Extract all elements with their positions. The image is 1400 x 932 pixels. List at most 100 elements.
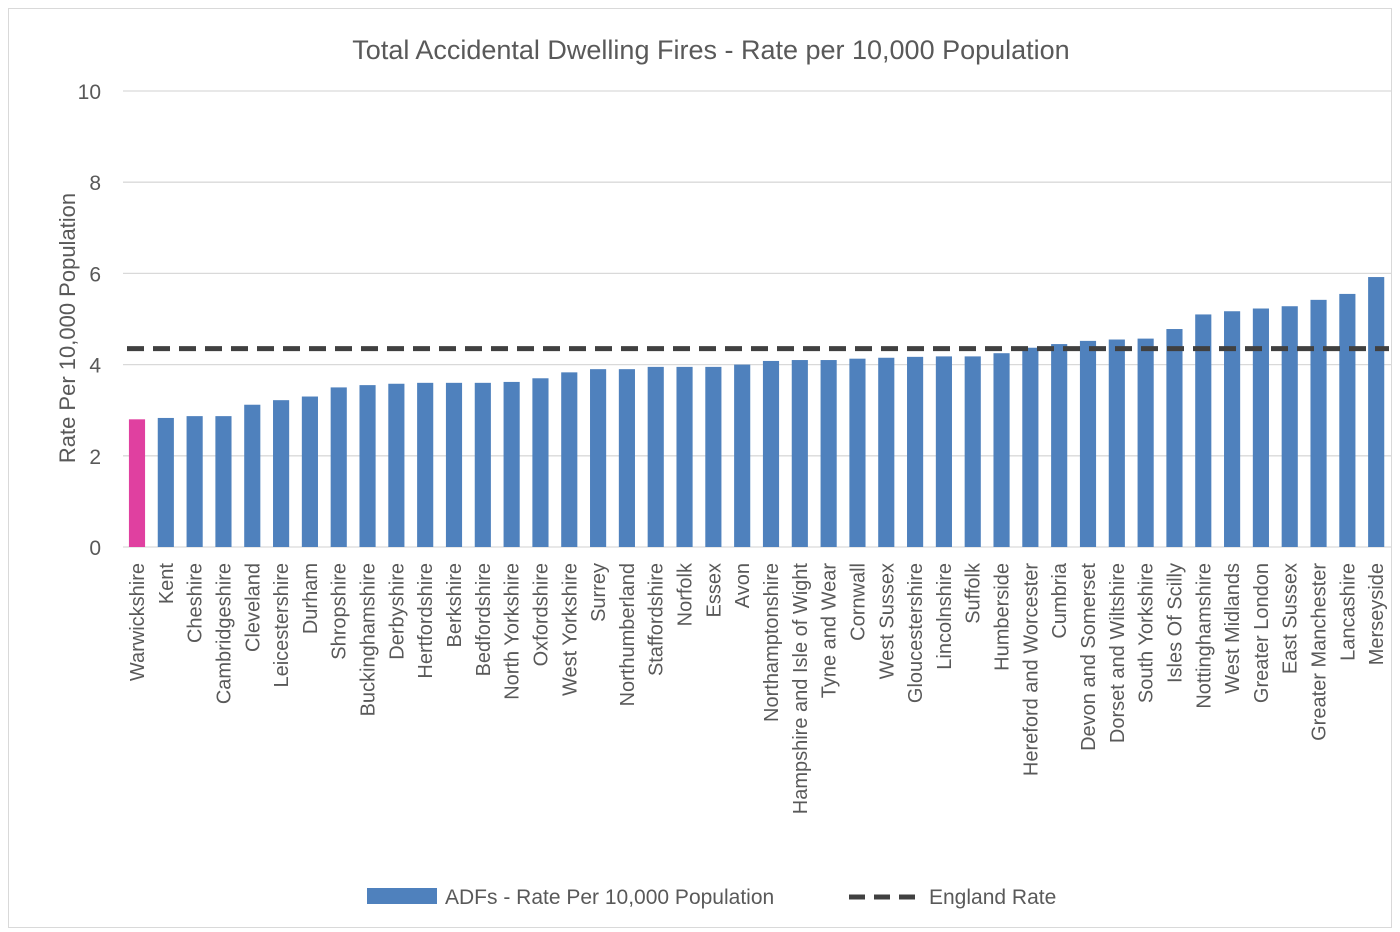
legend-label-england-rate: England Rate: [929, 886, 1056, 909]
y-axis-label: Rate Per 10,000 Population: [55, 193, 80, 463]
x-tick-label: Dorset and Wiltshire: [1107, 563, 1129, 743]
bar-durham: [301, 396, 318, 547]
x-tick-label: Suffolk: [963, 562, 985, 624]
x-tick-label: Nottinghamshire: [1193, 563, 1215, 709]
bar-devon-and-somerset: [1079, 340, 1097, 547]
bar-dorset-and-wiltshire: [1108, 339, 1125, 547]
x-tick-label: Avon: [732, 563, 754, 608]
x-tick-label: Greater London: [1251, 563, 1273, 703]
bars: [128, 277, 1385, 547]
y-tick-label: 10: [78, 81, 101, 104]
bar-cambridgeshire: [215, 416, 232, 547]
x-tick-label: Hertfordshire: [415, 563, 437, 679]
x-tick-label: South Yorkshire: [1136, 563, 1158, 703]
x-tick-label: East Sussex: [1280, 563, 1302, 674]
legend-label-adfs: ADFs - Rate Per 10,000 Population: [445, 886, 774, 909]
bar-west-midlands: [1224, 311, 1241, 547]
y-ticks: 0 2 4 6 8 10: [78, 81, 102, 560]
bar-suffolk: [964, 356, 981, 547]
x-tick-label: Humberside: [992, 563, 1014, 671]
x-tick-label: Merseyside: [1366, 563, 1388, 665]
x-tick-label: Surrey: [588, 563, 610, 622]
chart-svg: Total Accidental Dwelling Fires - Rate p…: [55, 35, 1391, 909]
x-tick-label: Kent: [156, 563, 178, 605]
bar-nottinghamshire: [1195, 314, 1212, 547]
x-tick-label: Norfolk: [675, 562, 697, 626]
bar-northamptonshire: [762, 360, 780, 547]
bar-cumbria: [1051, 344, 1068, 547]
legend-swatch-adfs: [367, 888, 437, 904]
bar-hertfordshire: [417, 382, 434, 547]
bar-staffordshire: [647, 366, 664, 547]
bar-warwickshire: [128, 419, 146, 547]
x-tick-label: Berkshire: [444, 563, 466, 647]
y-tick-label: 0: [89, 537, 101, 560]
x-tick-label: Derbyshire: [386, 563, 408, 660]
bar-hereford-and-worcester: [1022, 347, 1039, 547]
bar-gloucestershire: [907, 356, 924, 547]
bar-west-yorkshire: [561, 372, 578, 547]
x-tick-label: Cumbria: [1049, 562, 1071, 638]
x-tick-label: Warwickshire: [127, 563, 149, 681]
bar-northumberland: [618, 369, 635, 547]
x-tick-label: Isles Of Scilly: [1164, 563, 1186, 683]
x-tick-label: Oxfordshire: [530, 563, 552, 666]
x-tick-label: Gloucestershire: [905, 563, 927, 703]
bar-west-sussex: [878, 357, 895, 547]
bar-essex: [705, 366, 722, 547]
bar-leicestershire: [273, 400, 290, 547]
x-tick-label: Durham: [300, 563, 322, 634]
x-tick-label: West Midlands: [1222, 563, 1244, 694]
chart-frame: Total Accidental Dwelling Fires - Rate p…: [8, 8, 1392, 928]
x-tick-label: Essex: [703, 563, 725, 617]
bar-merseyside: [1368, 277, 1385, 547]
bar-buckinghamshire: [359, 385, 376, 547]
x-tick-label: Bedfordshire: [473, 563, 495, 676]
y-tick-label: 6: [89, 263, 101, 286]
legend: ADFs - Rate Per 10,000 Population Englan…: [367, 886, 1056, 909]
x-tick-label: West Sussex: [876, 563, 898, 679]
x-tick-label: Lancashire: [1337, 563, 1359, 661]
bar-derbyshire: [388, 383, 405, 547]
bar-lincolnshire: [935, 356, 952, 547]
bar-hampshire-and-isle-of-wight: [791, 360, 808, 547]
bar-oxfordshire: [532, 378, 549, 547]
bar-north-yorkshire: [503, 381, 520, 547]
x-tick-label: Northamptonshire: [761, 563, 783, 722]
bar-surrey: [590, 369, 607, 547]
bar-kent: [157, 417, 174, 547]
bar-cheshire: [186, 416, 203, 547]
x-tick-label: Lincolnshire: [934, 563, 956, 670]
x-tick-label: Hereford and Worcester: [1020, 563, 1042, 776]
x-tick-label: Devon and Somerset: [1078, 563, 1100, 751]
bar-bedfordshire: [474, 382, 491, 547]
bar-greater-manchester: [1310, 299, 1327, 547]
x-tick-label: Buckinghamshire: [358, 563, 380, 716]
x-tick-label: Tyne and Wear: [819, 563, 841, 699]
x-tick-label: Cambridgeshire: [213, 563, 235, 704]
x-tick-label: Greater Manchester: [1309, 563, 1331, 741]
x-tick-label: North Yorkshire: [502, 563, 524, 700]
x-tick-label: Staffordshire: [646, 563, 668, 676]
x-tick-label: Shropshire: [329, 563, 351, 660]
bar-humberside: [993, 353, 1010, 547]
x-tick-label: Cheshire: [185, 563, 207, 643]
x-tick-label: Cleveland: [242, 563, 264, 652]
x-tick-label: Northumberland: [617, 563, 639, 706]
x-tick-label: Leicestershire: [271, 563, 293, 688]
bar-greater-london: [1252, 308, 1269, 547]
y-tick-label: 8: [89, 172, 101, 195]
x-tick-labels: Warwickshire Kent Cheshire Cambridgeshire Cl…: [127, 562, 1388, 814]
bar-east-sussex: [1281, 306, 1298, 547]
x-tick-label: Cornwall: [847, 563, 869, 641]
bar-tyne-and-wear: [820, 360, 837, 547]
y-tick-label: 2: [89, 446, 101, 469]
bar-shropshire: [330, 387, 347, 547]
bar-isles-of-scilly: [1166, 329, 1183, 547]
x-tick-label: Hampshire and Isle of Wight: [790, 563, 812, 815]
bar-avon: [734, 364, 751, 547]
y-tick-label: 4: [89, 355, 101, 378]
bar-berkshire: [445, 382, 463, 547]
x-tick-label: West Yorkshire: [559, 563, 581, 696]
bar-lancashire: [1339, 293, 1356, 547]
